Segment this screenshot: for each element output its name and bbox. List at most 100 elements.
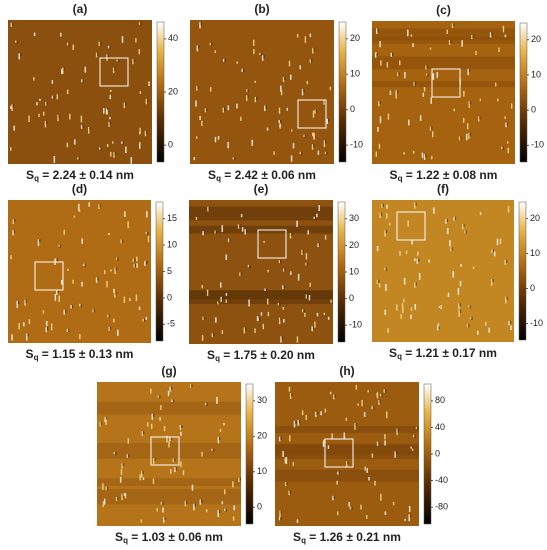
- speckle-dark: [206, 108, 208, 112]
- speckle-dark: [191, 384, 193, 388]
- speckle: [98, 41, 100, 46]
- speckle: [285, 457, 288, 464]
- speckle: [232, 516, 235, 521]
- speckle: [116, 59, 118, 62]
- speckle: [448, 40, 451, 45]
- speckle: [254, 97, 257, 103]
- speckle: [279, 124, 281, 127]
- speckle: [386, 411, 388, 419]
- speckle: [81, 281, 83, 287]
- speckle-dark: [265, 288, 268, 292]
- speckle-dark: [64, 309, 67, 313]
- speckle-dark: [154, 457, 156, 461]
- speckle-dark: [114, 67, 116, 71]
- speckle-dark: [213, 333, 215, 337]
- speckle: [408, 119, 410, 126]
- speckle: [323, 439, 325, 444]
- speckle: [405, 250, 408, 255]
- speckle: [490, 279, 493, 286]
- speckle: [195, 136, 198, 139]
- speckle: [33, 77, 35, 81]
- speckle: [395, 90, 397, 94]
- speckle: [135, 294, 138, 302]
- speckle: [61, 279, 63, 285]
- speckle: [23, 322, 25, 327]
- colorbar-tick-label: 20: [350, 33, 360, 43]
- speckle: [429, 126, 432, 131]
- speckle-dark: [80, 303, 82, 307]
- afm-image: [372, 21, 515, 164]
- speckle: [322, 441, 325, 447]
- speckle-dark: [314, 216, 317, 220]
- speckle: [196, 85, 198, 91]
- colorbar-tick-label: 0: [168, 140, 173, 150]
- speckle-dark: [159, 395, 161, 399]
- speckle: [115, 496, 118, 501]
- speckle: [127, 438, 129, 444]
- speckle: [205, 509, 208, 513]
- speckle: [253, 39, 255, 46]
- speckle: [384, 230, 386, 237]
- speckle: [464, 230, 466, 234]
- speckle: [501, 146, 503, 150]
- speckle: [357, 403, 359, 406]
- speckle-dark: [425, 154, 427, 158]
- speckle: [283, 318, 285, 323]
- speckle: [313, 133, 315, 140]
- speckle-dark: [46, 101, 48, 105]
- speckle-dark: [13, 219, 16, 223]
- speckle-dark: [172, 399, 175, 403]
- afm-image: [8, 20, 152, 164]
- speckle: [151, 413, 154, 420]
- speckle-dark: [63, 67, 65, 71]
- speckle: [432, 73, 435, 80]
- speckle: [147, 422, 149, 427]
- speckle-dark: [355, 423, 357, 427]
- colorbar-tick-label: -10: [531, 140, 544, 150]
- speckle: [184, 500, 187, 507]
- speckle: [217, 437, 220, 444]
- speckle-dark: [385, 230, 387, 234]
- speckle: [432, 131, 434, 138]
- speckle-dark: [472, 34, 474, 38]
- colorbar-tick-label: -5: [167, 319, 175, 329]
- speckle: [11, 334, 13, 341]
- speckle: [360, 504, 362, 510]
- speckle: [380, 60, 382, 66]
- speckle: [303, 134, 305, 137]
- speckle: [207, 206, 209, 212]
- speckle: [462, 224, 464, 230]
- afm-panel: (b) 20 10 0 -10 Sq = 2.42 ± 0.06 nm: [190, 2, 363, 183]
- speckle: [504, 116, 506, 120]
- speckle-dark: [382, 204, 384, 208]
- speckle: [507, 205, 510, 213]
- speckle-dark: [100, 421, 103, 425]
- speckle: [169, 437, 171, 441]
- speckle: [132, 258, 135, 262]
- speckle-dark: [311, 59, 313, 63]
- image-band: [372, 56, 515, 70]
- speckle: [123, 493, 126, 497]
- speckle: [329, 391, 332, 395]
- speckle-dark: [431, 126, 433, 130]
- colorbar-tick-label: 30: [257, 395, 267, 405]
- speckle: [199, 22, 201, 29]
- speckle: [24, 299, 26, 306]
- caption-subscript: q: [301, 536, 306, 545]
- speckle: [343, 432, 345, 440]
- speckle-dark: [170, 437, 172, 441]
- speckle: [114, 291, 116, 298]
- speckle: [323, 140, 326, 148]
- speckle: [396, 304, 398, 311]
- speckle: [66, 42, 69, 46]
- speckle: [163, 426, 166, 432]
- speckle: [331, 433, 333, 440]
- speckle: [267, 269, 269, 273]
- speckle: [201, 335, 204, 341]
- speckle: [67, 268, 69, 272]
- speckle-dark: [117, 496, 119, 500]
- speckle: [139, 142, 141, 149]
- speckle: [471, 34, 473, 40]
- speckle: [301, 88, 304, 96]
- speckle: [112, 67, 115, 74]
